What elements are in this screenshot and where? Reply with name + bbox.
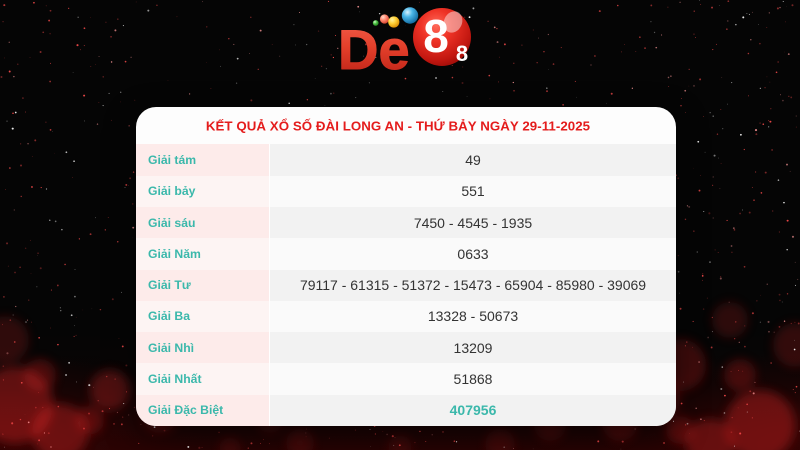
svg-text:De: De	[338, 18, 410, 81]
svg-text:8: 8	[423, 10, 449, 62]
svg-text:8: 8	[456, 41, 468, 66]
